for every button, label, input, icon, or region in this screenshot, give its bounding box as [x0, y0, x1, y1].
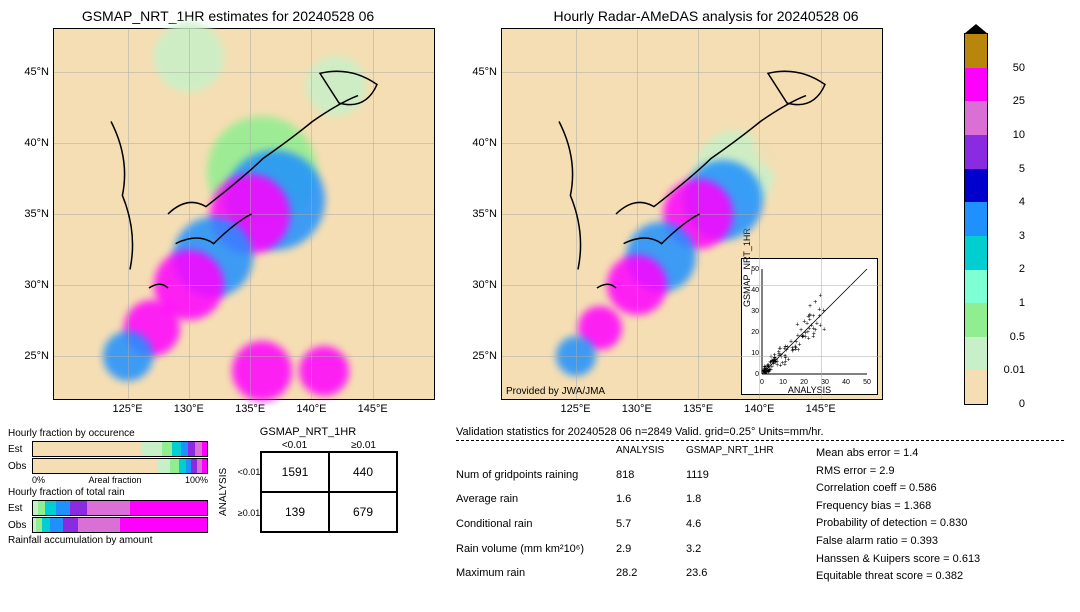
frac-tot-caption: Rainfall accumulation by amount	[8, 535, 208, 546]
ct-cell-0: 1591	[261, 452, 329, 492]
ct-side-title: ANALYSIS	[218, 451, 238, 533]
ct-cell-2: 139	[261, 492, 329, 532]
frac-axis-center: Areal fraction	[88, 475, 141, 485]
stats-metrics: Mean abs error = 1.4RMS error = 2.9Corre…	[816, 445, 980, 586]
frac-occ-obs-bar	[32, 458, 208, 474]
map-left: GSMAP_NRT_1HR estimates for 20240528 06 …	[8, 8, 448, 418]
map-right-title: Hourly Radar-AMeDAS analysis for 2024052…	[456, 8, 956, 24]
validation-stats-panel: Validation statistics for 20240528 06 n=…	[456, 426, 1064, 606]
fraction-bars: Hourly fraction by occurence Est Obs 0% …	[8, 426, 208, 606]
frac-axis-right: 100%	[185, 475, 208, 485]
frac-occ-est-label: Est	[8, 444, 32, 455]
bottom-left-panel: Hourly fraction by occurence Est Obs 0% …	[8, 426, 448, 606]
frac-axis-left: 0%	[32, 475, 45, 485]
stats-col-gsmap: GSMAP_NRT_1HR	[686, 445, 786, 463]
stats-table: ANALYSIS GSMAP_NRT_1HR Num of gridpoints…	[456, 445, 786, 586]
frac-tot-obs-label: Obs	[8, 520, 32, 531]
contingency-table: GSMAP_NRT_1HR <0.01 ≥0.01 ANALYSIS <0.01…	[218, 426, 398, 606]
ct-cell-3: 679	[329, 492, 397, 532]
stats-title: Validation statistics for 20240528 06 n=…	[456, 426, 1064, 441]
frac-occ-title: Hourly fraction by occurence	[8, 428, 208, 439]
frac-tot-est-bar	[32, 500, 208, 516]
ct-title: GSMAP_NRT_1HR	[218, 426, 398, 438]
frac-tot-title: Hourly fraction of total rain	[8, 487, 208, 498]
colorbar-overflow-arrow-icon	[964, 24, 988, 34]
frac-tot-est-label: Est	[8, 503, 32, 514]
map-left-area: 25°N30°N35°N40°N45°N125°E130°E135°E140°E…	[53, 28, 435, 400]
stats-col-analysis: ANALYSIS	[616, 445, 686, 463]
frac-tot-obs-bar	[32, 517, 208, 533]
map-left-title: GSMAP_NRT_1HR estimates for 20240528 06	[8, 8, 448, 24]
map-right: Hourly Radar-AMeDAS analysis for 2024052…	[456, 8, 956, 418]
map-right-area: Provided by JWA/JMA ++++++++++++++++++++…	[501, 28, 883, 400]
frac-occ-est-bar	[32, 441, 208, 457]
ct-col-1: ≥0.01	[329, 440, 398, 451]
frac-occ-obs-label: Obs	[8, 461, 32, 472]
colorbar: 0.010.5123451025500	[964, 33, 988, 405]
ct-col-0: <0.01	[260, 440, 329, 451]
ct-row-0: <0.01	[238, 451, 260, 492]
ct-row-1: ≥0.01	[238, 492, 260, 533]
colorbar-panel: 0.010.5123451025500	[964, 8, 1064, 418]
ct-cell-1: 440	[329, 452, 397, 492]
